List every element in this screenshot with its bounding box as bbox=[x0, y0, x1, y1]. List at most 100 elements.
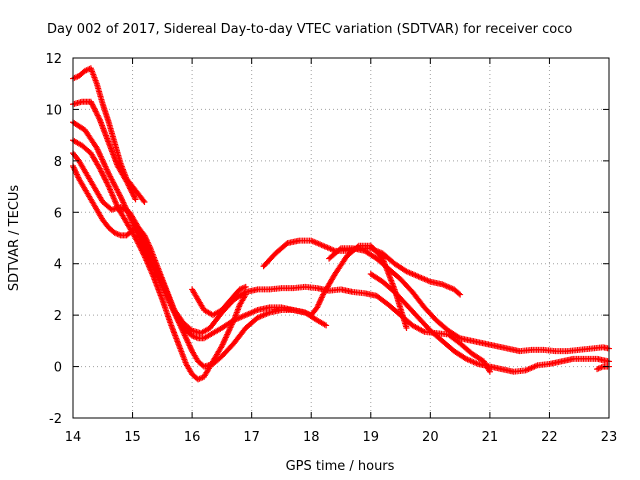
data-point bbox=[131, 195, 138, 202]
data-point bbox=[455, 334, 462, 341]
data-point bbox=[87, 98, 94, 105]
data-point bbox=[99, 171, 106, 178]
data-point bbox=[90, 104, 97, 111]
x-tick-label: 21 bbox=[482, 430, 499, 445]
series-track-6 bbox=[70, 163, 330, 342]
data-point bbox=[128, 188, 135, 195]
series-track-3 bbox=[70, 119, 410, 370]
y-tick-label: 12 bbox=[45, 52, 62, 67]
data-point bbox=[135, 240, 142, 247]
data-point bbox=[283, 241, 290, 248]
data-point bbox=[129, 190, 136, 197]
data-point bbox=[138, 247, 145, 254]
data-point bbox=[89, 101, 96, 108]
y-tick-label: 10 bbox=[45, 103, 62, 118]
data-layer bbox=[70, 65, 612, 383]
data-point bbox=[102, 176, 109, 183]
grid-layer bbox=[72, 57, 610, 419]
data-point bbox=[457, 291, 464, 298]
data-point bbox=[139, 248, 146, 255]
data-point bbox=[486, 368, 493, 375]
tick-layer: 14 15 16 17 18 19 20 21 22 23 -2 0 2 4 6 8 10 12 bbox=[45, 52, 617, 445]
x-tick-label: 15 bbox=[124, 430, 141, 445]
y-tick-label: 4 bbox=[54, 258, 62, 273]
x-tick-label: 19 bbox=[363, 430, 380, 445]
data-point bbox=[124, 181, 131, 188]
chart-title: Day 002 of 2017, Sidereal Day-to-day VTE… bbox=[47, 22, 572, 37]
data-point bbox=[134, 239, 141, 246]
data-point bbox=[102, 178, 109, 185]
data-point bbox=[336, 246, 343, 253]
series-track-1 bbox=[70, 65, 148, 205]
data-point bbox=[135, 241, 142, 248]
data-point bbox=[100, 173, 107, 180]
data-point bbox=[597, 364, 604, 371]
data-point bbox=[91, 105, 98, 112]
data-point bbox=[89, 102, 96, 109]
data-point bbox=[133, 237, 140, 244]
data-point bbox=[132, 196, 139, 203]
data-point bbox=[97, 166, 104, 173]
data-point bbox=[123, 178, 130, 185]
x-axis-label: GPS time / hours bbox=[286, 459, 395, 474]
data-point bbox=[131, 193, 138, 200]
data-point bbox=[127, 186, 134, 193]
data-point bbox=[124, 179, 131, 186]
data-point bbox=[104, 180, 111, 187]
data-point bbox=[140, 251, 147, 258]
x-tick-label: 23 bbox=[601, 430, 618, 445]
data-point bbox=[127, 185, 134, 192]
series-track-10 bbox=[367, 271, 612, 375]
y-tick-label: 8 bbox=[54, 155, 62, 170]
data-point bbox=[455, 290, 462, 297]
data-point bbox=[88, 100, 95, 107]
y-tick-label: -2 bbox=[49, 412, 62, 427]
data-point bbox=[323, 322, 330, 329]
data-point bbox=[241, 289, 248, 296]
data-point bbox=[100, 172, 107, 179]
y-tick-label: 6 bbox=[54, 206, 62, 221]
y-axis-label: SDTVAR / TECUs bbox=[7, 185, 22, 292]
data-point bbox=[138, 246, 145, 253]
data-point bbox=[140, 197, 147, 204]
data-point bbox=[136, 243, 143, 250]
series-track-9 bbox=[326, 245, 612, 355]
x-tick-label: 17 bbox=[243, 430, 260, 445]
data-point bbox=[403, 325, 410, 331]
data-point bbox=[98, 168, 105, 175]
data-point bbox=[101, 175, 108, 182]
data-point bbox=[94, 112, 101, 119]
data-point bbox=[91, 107, 98, 114]
y-tick-label: 0 bbox=[54, 361, 62, 376]
data-point bbox=[96, 165, 103, 172]
x-tick-label: 18 bbox=[303, 430, 320, 445]
data-point bbox=[140, 250, 147, 257]
data-point bbox=[105, 182, 112, 189]
data-point bbox=[126, 183, 133, 190]
data-point bbox=[95, 113, 102, 120]
y-tick-label: 2 bbox=[54, 309, 62, 324]
x-tick-label: 16 bbox=[184, 430, 201, 445]
data-point bbox=[141, 199, 148, 205]
data-point bbox=[130, 192, 137, 199]
plot-frame bbox=[72, 57, 610, 419]
data-point bbox=[98, 169, 105, 176]
data-point bbox=[125, 182, 132, 189]
series-track-4 bbox=[70, 137, 249, 383]
data-point bbox=[94, 111, 101, 118]
series-track-8 bbox=[260, 237, 464, 298]
data-point bbox=[133, 236, 140, 243]
data-point bbox=[93, 109, 100, 116]
series-track-7 bbox=[189, 283, 249, 319]
x-tick-label: 20 bbox=[422, 430, 439, 445]
data-point bbox=[103, 179, 110, 186]
data-point bbox=[96, 115, 103, 122]
x-tick-label: 14 bbox=[65, 430, 82, 445]
data-point bbox=[132, 235, 139, 241]
x-tick-label: 22 bbox=[541, 430, 558, 445]
data-point bbox=[92, 108, 99, 115]
data-point bbox=[129, 189, 136, 196]
data-point bbox=[242, 283, 249, 290]
data-point bbox=[137, 244, 144, 251]
